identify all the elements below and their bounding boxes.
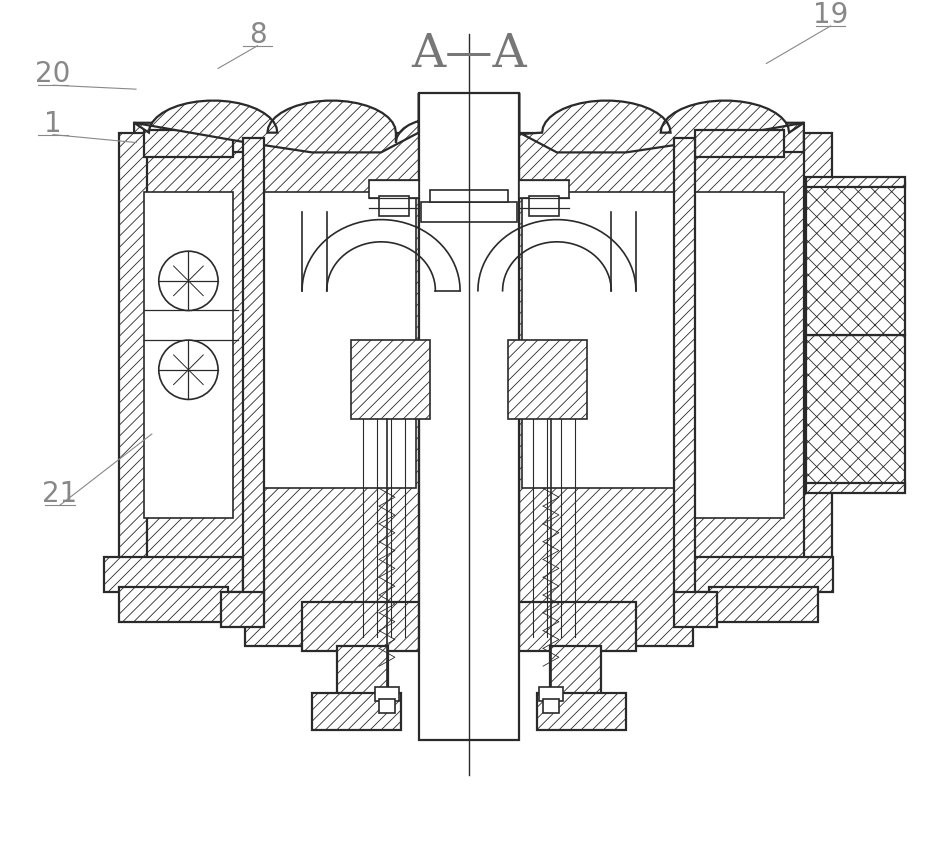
Bar [520, 603, 636, 652]
Text: 19: 19 [813, 1, 848, 29]
Bar [379, 699, 395, 712]
Bar [537, 693, 626, 731]
Bar [690, 154, 806, 568]
Polygon shape [134, 94, 474, 154]
Text: 20: 20 [36, 60, 70, 89]
Polygon shape [245, 133, 418, 647]
Bar [804, 133, 832, 577]
Bar [695, 131, 784, 158]
Circle shape [159, 252, 218, 311]
Bar [144, 192, 233, 518]
Bar [806, 178, 905, 187]
Bar [144, 131, 233, 158]
Bar [221, 592, 265, 627]
Text: A—A: A—A [411, 32, 527, 77]
Bar [806, 484, 905, 494]
Bar [709, 587, 818, 622]
Bar [312, 693, 401, 731]
Bar [337, 647, 388, 698]
Bar [263, 192, 416, 489]
Polygon shape [532, 123, 804, 577]
Bar [694, 558, 833, 592]
Bar [119, 133, 147, 577]
Polygon shape [463, 94, 804, 154]
Text: 21: 21 [42, 479, 78, 507]
Bar [543, 699, 559, 712]
Polygon shape [520, 133, 693, 647]
Bar [431, 191, 507, 203]
Text: 1: 1 [44, 110, 62, 138]
Bar [420, 203, 518, 222]
Bar [507, 341, 586, 419]
Text: 8: 8 [249, 21, 266, 49]
Polygon shape [134, 123, 406, 577]
Bar [522, 192, 675, 489]
Bar [695, 192, 784, 518]
Bar [529, 197, 559, 216]
Bar [539, 687, 563, 701]
Bar [806, 336, 905, 489]
Bar [418, 94, 520, 740]
Bar [520, 181, 568, 198]
Bar [375, 687, 399, 701]
Bar [673, 592, 717, 627]
Circle shape [159, 341, 218, 400]
Bar [673, 138, 695, 603]
Bar [550, 647, 601, 698]
Bar [352, 341, 431, 419]
Bar [379, 197, 409, 216]
Bar [806, 183, 905, 336]
Bar [370, 181, 418, 198]
Bar [119, 587, 228, 622]
Bar [243, 138, 265, 603]
Bar [302, 603, 418, 652]
Bar [104, 558, 243, 592]
Bar [134, 154, 248, 568]
